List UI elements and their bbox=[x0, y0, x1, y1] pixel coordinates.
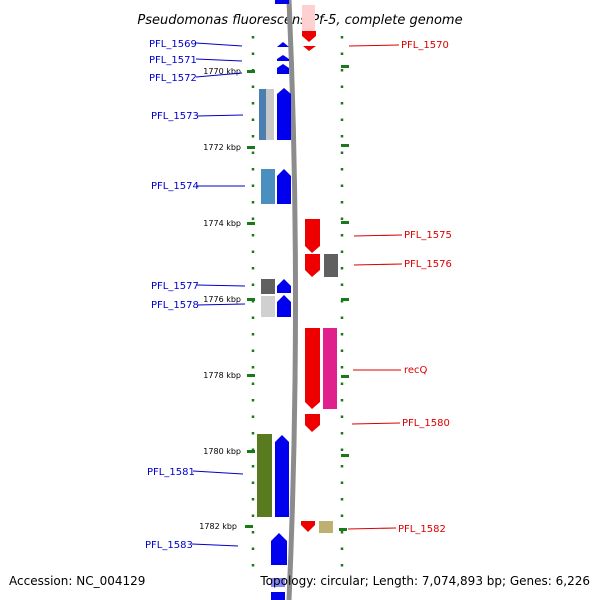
gene-arrow-pfl-1570[interactable] bbox=[302, 31, 316, 42]
scale-tick-label: 1780 kbp bbox=[203, 447, 241, 456]
leader-line bbox=[196, 284, 246, 287]
scale-tick-mark bbox=[247, 146, 255, 149]
scale-tick-mark bbox=[245, 525, 253, 528]
scale-tick-label: 1776 kbp bbox=[203, 295, 241, 304]
gene-label-pfl-1581[interactable]: PFL_1581 bbox=[147, 467, 195, 478]
gene-arrow-pfl-1569[interactable] bbox=[277, 42, 289, 47]
leader-line bbox=[195, 42, 243, 47]
gene-arrow-pfl-1571[interactable] bbox=[277, 55, 289, 61]
scale-tick-mark bbox=[247, 70, 255, 73]
leader-line bbox=[353, 234, 403, 237]
genome-backbone bbox=[286, 0, 298, 600]
scale-tick-mark bbox=[341, 65, 349, 68]
gene-arrow-pfl-1573[interactable] bbox=[277, 88, 291, 140]
gene-arrow-pfl-1581[interactable] bbox=[275, 435, 289, 517]
reverse-gene-labels: PFL_1570 PFL_1575 PFL_1576 recQ PFL_1580… bbox=[347, 40, 452, 535]
scale-tick-mark bbox=[247, 298, 255, 301]
scale-tick-label: 1774 kbp bbox=[203, 219, 241, 228]
feature-block[interactable] bbox=[261, 296, 275, 317]
leader-line bbox=[196, 114, 244, 117]
forward-strand-genes bbox=[271, 0, 291, 600]
scale-tick-mark bbox=[341, 221, 349, 224]
map-title: Pseudomonas fluorescens Pf-5, complete g… bbox=[137, 13, 462, 28]
forward-gene-labels: PFL_1569 PFL_1571 PFL_1572 PFL_1573 PFL_… bbox=[145, 39, 246, 551]
gene-arrow-pfl-1576[interactable] bbox=[305, 254, 320, 277]
gene-arrow[interactable] bbox=[271, 592, 285, 600]
gene-label-pfl-1582[interactable]: PFL_1582 bbox=[398, 524, 446, 535]
forward-feature-blocks bbox=[257, 89, 275, 517]
scale-tick-mark bbox=[247, 450, 255, 453]
leader-line bbox=[192, 470, 244, 475]
reverse-feature-blocks bbox=[319, 254, 338, 533]
feature-block[interactable] bbox=[319, 521, 333, 533]
gene-label-pfl-1572[interactable]: PFL_1572 bbox=[149, 73, 197, 84]
gene-arrow-pfl-1574[interactable] bbox=[277, 169, 291, 204]
gene-label-pfl-1573[interactable]: PFL_1573 bbox=[151, 111, 199, 122]
leader-line bbox=[195, 58, 243, 62]
scale-ticks: 1770 kbp 1772 kbp 1774 kbp 1776 kbp 1778… bbox=[199, 65, 349, 531]
gene-label-pfl-1576[interactable]: PFL_1576 bbox=[404, 259, 452, 270]
gene-label-pfl-1570[interactable]: PFL_1570 bbox=[401, 40, 449, 51]
leader-line bbox=[191, 543, 239, 547]
leader-line bbox=[196, 303, 246, 306]
gene-arrow[interactable] bbox=[275, 0, 289, 4]
leader-line bbox=[347, 527, 397, 530]
gene-label-pfl-1571[interactable]: PFL_1571 bbox=[149, 55, 197, 66]
accession-text: Accession: NC_004129 bbox=[9, 574, 146, 588]
feature-block[interactable] bbox=[266, 89, 274, 140]
gene-arrow-pfl-1572[interactable] bbox=[277, 64, 289, 74]
reverse-strand-genes bbox=[301, 5, 320, 532]
leader-line bbox=[195, 72, 243, 78]
gene-arrow-recq[interactable] bbox=[305, 328, 320, 409]
feature-block[interactable] bbox=[323, 328, 337, 409]
scale-tick-mark bbox=[339, 528, 347, 531]
gene-label-pfl-1577[interactable]: PFL_1577 bbox=[151, 281, 199, 292]
scale-tick-mark bbox=[341, 375, 349, 378]
feature-block[interactable] bbox=[324, 254, 338, 277]
gene-arrow[interactable] bbox=[303, 46, 316, 51]
gene-arrow-pfl-1583[interactable] bbox=[271, 533, 287, 565]
feature-block[interactable] bbox=[257, 434, 272, 517]
scale-tick-mark bbox=[247, 222, 255, 225]
gene-arrow-pfl-1575[interactable] bbox=[305, 219, 320, 253]
scale-tick-label: 1778 kbp bbox=[203, 371, 241, 380]
gene-label-pfl-1578[interactable]: PFL_1578 bbox=[151, 300, 199, 311]
feature-block[interactable] bbox=[259, 89, 267, 140]
gene-label-pfl-1569[interactable]: PFL_1569 bbox=[149, 39, 197, 50]
scale-tick-label: 1770 kbp bbox=[203, 67, 241, 76]
gene-arrow-pfl-1577[interactable] bbox=[277, 279, 291, 293]
feature-block[interactable] bbox=[261, 279, 275, 294]
gene-label-pfl-1574[interactable]: PFL_1574 bbox=[151, 181, 199, 192]
gene-arrow[interactable] bbox=[271, 578, 285, 587]
gene-label-pfl-1575[interactable]: PFL_1575 bbox=[404, 230, 452, 241]
scale-tick-label: 1772 kbp bbox=[203, 143, 241, 152]
gene-label-recq[interactable]: recQ bbox=[404, 365, 428, 376]
gene-label-pfl-1583[interactable]: PFL_1583 bbox=[145, 540, 193, 551]
feature-block[interactable] bbox=[302, 5, 315, 33]
scale-tick-mark bbox=[247, 374, 255, 377]
leader-line bbox=[351, 422, 401, 425]
leader-line bbox=[353, 263, 403, 266]
scale-tick-mark bbox=[341, 454, 349, 457]
leader-line bbox=[348, 44, 400, 47]
scale-tick-label: 1782 kbp bbox=[199, 522, 237, 531]
scale-tick-mark bbox=[341, 298, 349, 301]
scale-tick-mark bbox=[341, 144, 349, 147]
gene-arrow-pfl-1582[interactable] bbox=[301, 521, 315, 532]
gene-arrow-pfl-1580[interactable] bbox=[305, 414, 320, 432]
gene-arrow-pfl-1578[interactable] bbox=[277, 295, 291, 317]
gene-label-pfl-1580[interactable]: PFL_1580 bbox=[402, 418, 450, 429]
topology-text: Topology: circular; Length: 7,074,893 bp… bbox=[260, 574, 590, 588]
feature-block[interactable] bbox=[261, 169, 275, 204]
